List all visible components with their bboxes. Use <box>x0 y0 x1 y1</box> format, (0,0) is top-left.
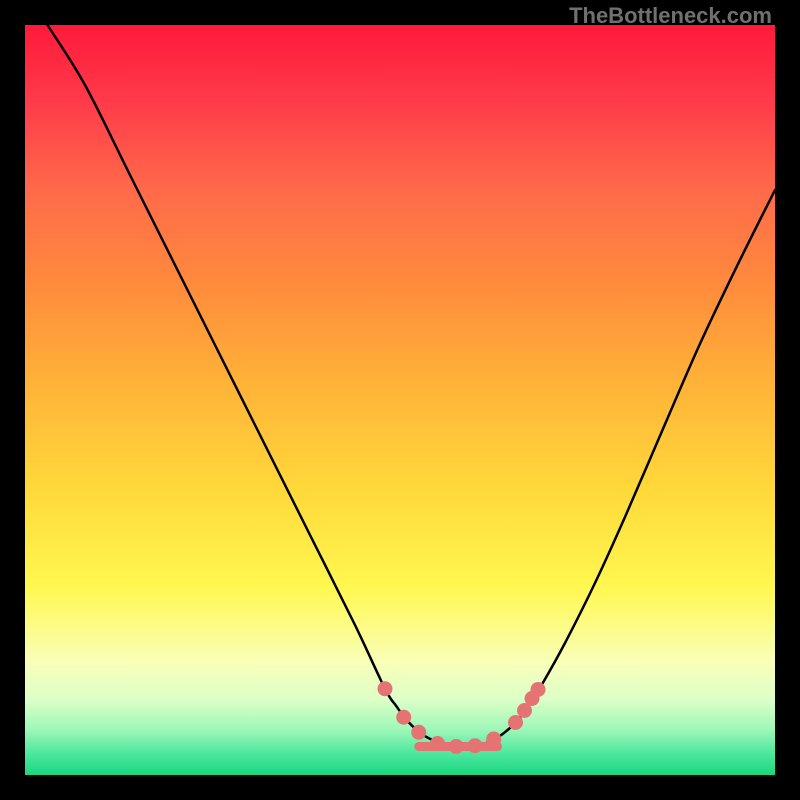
chart-frame: TheBottleneck.com <box>0 0 800 800</box>
watermark-text: TheBottleneck.com <box>569 3 772 29</box>
plot-area <box>25 25 775 775</box>
